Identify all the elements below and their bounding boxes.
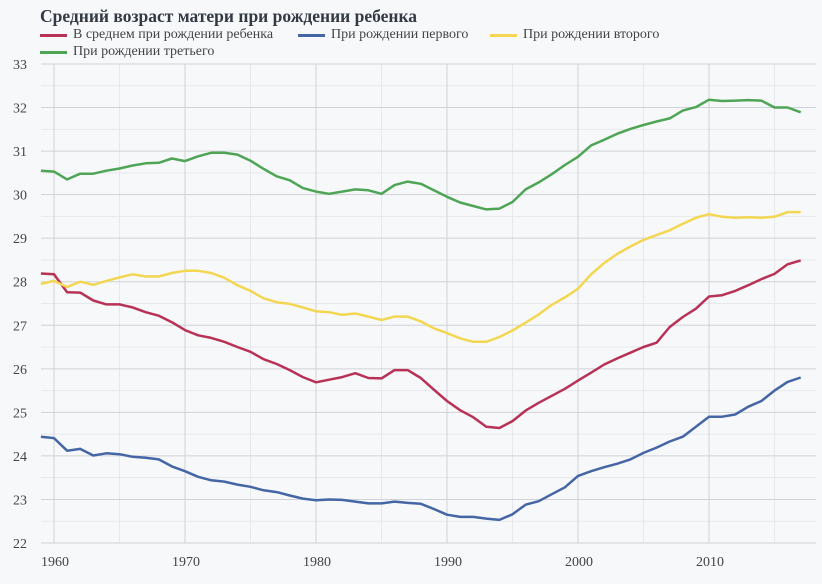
y-tick-label: 29 bbox=[13, 232, 27, 247]
legend-item-third[interactable]: При рождении третьего bbox=[40, 44, 214, 60]
y-tick-label: 22 bbox=[13, 537, 27, 552]
x-tick-label: 1980 bbox=[303, 555, 331, 570]
legend-swatch-first bbox=[298, 33, 325, 37]
series-line-average[interactable] bbox=[40, 259, 802, 430]
x-tick-label: 1960 bbox=[41, 555, 69, 570]
legend-swatch-third bbox=[40, 50, 67, 54]
chart-title: Средний возраст матери при рождении ребе… bbox=[40, 6, 418, 26]
series-line-second[interactable] bbox=[40, 210, 801, 344]
y-tick-label: 25 bbox=[13, 406, 27, 421]
legend-item-average[interactable]: В среднем при рождении ребенка bbox=[40, 27, 273, 43]
legend-swatch-average bbox=[40, 33, 67, 37]
y-tick-label: 30 bbox=[13, 189, 27, 204]
legend-item-first[interactable]: При рождении первого bbox=[298, 27, 468, 43]
x-tick-label: 2010 bbox=[696, 555, 724, 570]
y-tick-label: 23 bbox=[13, 493, 27, 508]
series-lines bbox=[40, 98, 802, 522]
y-tick-label: 24 bbox=[13, 450, 27, 465]
x-tick-label: 2000 bbox=[565, 555, 593, 570]
legend-label-third: При рождении третьего bbox=[73, 44, 215, 59]
series-line-first[interactable] bbox=[40, 376, 802, 522]
x-tick-label: 1990 bbox=[434, 555, 462, 570]
y-tick-label: 27 bbox=[13, 319, 27, 334]
x-tick-label: 1970 bbox=[172, 555, 200, 570]
y-tick-label: 31 bbox=[13, 145, 27, 160]
y-tick-label: 28 bbox=[13, 276, 27, 291]
y-tick-label: 32 bbox=[13, 102, 27, 117]
legend-item-second[interactable]: При рождении второго bbox=[490, 27, 659, 43]
series-line-third[interactable] bbox=[40, 98, 802, 211]
legend-label-average: В среднем при рождении ребенка bbox=[73, 27, 274, 42]
legend-label-first: При рождении первого bbox=[331, 27, 469, 42]
y-tick-label: 26 bbox=[13, 363, 27, 378]
y-axis: 22 23 24 25 26 27 28 29 30 31 32 33 bbox=[13, 58, 27, 552]
x-axis: 1960 1970 1980 1990 2000 2010 bbox=[41, 555, 724, 570]
legend-swatch-second bbox=[490, 33, 517, 37]
legend-label-second: При рождении второго bbox=[523, 27, 660, 42]
y-tick-label: 33 bbox=[13, 58, 27, 73]
